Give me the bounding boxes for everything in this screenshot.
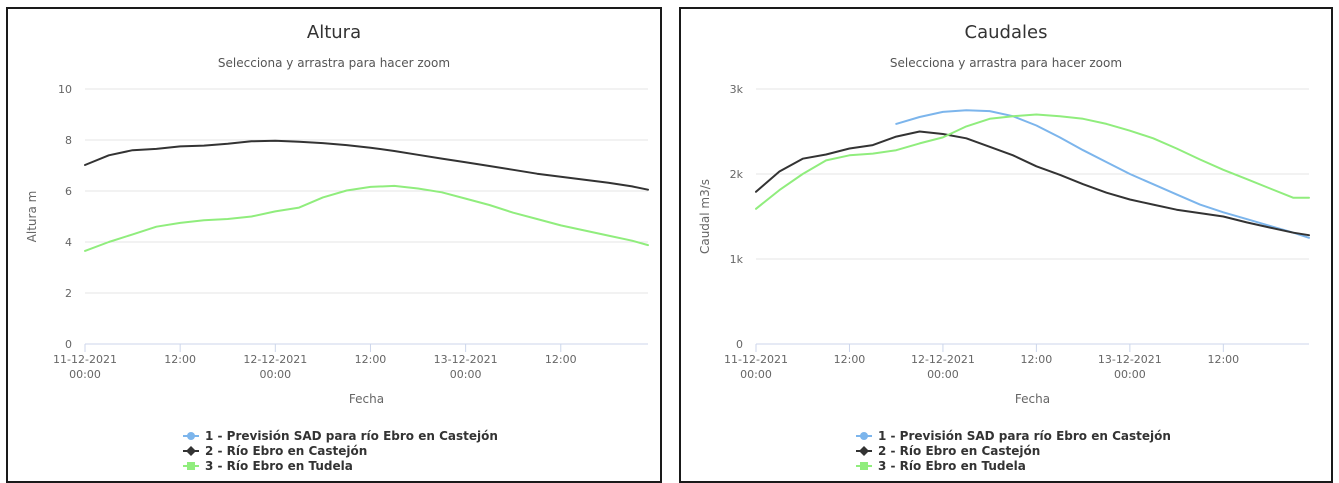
x-tick-label: 11-12-2021	[724, 353, 788, 366]
y-tick-label: 10	[58, 83, 72, 96]
altura-chart-panel: Altura Selecciona y arrastra para hacer z…	[6, 7, 662, 483]
y-axis-title: Caudal m3/s	[698, 179, 712, 254]
chart-title: Caudales	[965, 22, 1048, 43]
x-tick-label-time: 00:00	[740, 368, 772, 381]
y-tick-label: 6	[65, 185, 72, 198]
chart-subtitle: Selecciona y arrastra para hacer zoom	[890, 56, 1122, 70]
x-tick-label: 12:00	[1207, 353, 1239, 366]
caudales-chart[interactable]: Caudales Selecciona y arrastra para hacer…	[681, 9, 1331, 481]
series-line-2[interactable]	[84, 139, 649, 191]
legend-square-marker	[860, 462, 868, 470]
caudales-chart-panel: Caudales Selecciona y arrastra para hacer…	[679, 7, 1333, 483]
y-tick-label: 4	[65, 236, 72, 249]
x-tick-label: 13-12-2021	[1098, 353, 1162, 366]
x-tick-label: 12:00	[355, 353, 387, 366]
legend-circle-marker	[187, 432, 195, 440]
x-tick-label: 12-12-2021	[911, 353, 975, 366]
x-tick-label-time: 00:00	[450, 368, 482, 381]
y-tick-label: 0	[736, 338, 743, 351]
y-tick-label: 1k	[730, 253, 744, 266]
chart-title: Altura	[307, 22, 361, 43]
legend-item-2[interactable]: 2 - Río Ebro en Castejón	[183, 444, 367, 458]
chart-subtitle: Selecciona y arrastra para hacer zoom	[218, 56, 450, 70]
y-tick-label: 3k	[730, 83, 744, 96]
x-tick-label-time: 00:00	[259, 368, 291, 381]
legend-label: 3 - Río Ebro en Tudela	[205, 459, 353, 473]
legend-label: 2 - Río Ebro en Castejón	[205, 444, 367, 458]
legend-diamond-marker	[186, 446, 196, 456]
x-tick-label-time: 00:00	[69, 368, 101, 381]
series-line-3[interactable]	[84, 184, 649, 252]
series-line-1[interactable]	[895, 109, 1310, 239]
y-tick-label: 0	[65, 338, 72, 351]
x-tick-label: 12:00	[164, 353, 196, 366]
x-tick-label: 12-12-2021	[243, 353, 307, 366]
series-line-2[interactable]	[755, 130, 1310, 237]
legend-item-3[interactable]: 3 - Río Ebro en Tudela	[183, 459, 353, 473]
legend-square-marker	[187, 462, 195, 470]
x-axis-title: Fecha	[349, 392, 384, 406]
legend-diamond-marker	[859, 446, 869, 456]
legend-circle-marker	[860, 432, 868, 440]
legend-item-1[interactable]: 1 - Previsión SAD para río Ebro en Caste…	[183, 429, 498, 443]
x-tick-label: 12:00	[1021, 353, 1053, 366]
y-axis-title: Altura m	[25, 191, 39, 243]
x-tick-label: 13-12-2021	[434, 353, 498, 366]
altura-chart[interactable]: Altura Selecciona y arrastra para hacer z…	[8, 9, 660, 481]
series-line-3[interactable]	[755, 113, 1310, 210]
legend-label: 3 - Río Ebro en Tudela	[878, 459, 1026, 473]
legend-item-3[interactable]: 3 - Río Ebro en Tudela	[856, 459, 1026, 473]
x-tick-label-time: 00:00	[1114, 368, 1146, 381]
x-tick-label: 12:00	[834, 353, 866, 366]
y-tick-label: 2	[65, 287, 72, 300]
legend-label: 2 - Río Ebro en Castejón	[878, 444, 1040, 458]
y-tick-label: 2k	[730, 168, 744, 181]
x-tick-label: 12:00	[545, 353, 577, 366]
legend-label: 1 - Previsión SAD para río Ebro en Caste…	[205, 429, 498, 443]
x-tick-label-time: 00:00	[927, 368, 959, 381]
x-tick-label: 11-12-2021	[53, 353, 117, 366]
x-axis-title: Fecha	[1015, 392, 1050, 406]
legend-item-2[interactable]: 2 - Río Ebro en Castejón	[856, 444, 1040, 458]
legend-item-1[interactable]: 1 - Previsión SAD para río Ebro en Caste…	[856, 429, 1171, 443]
legend-label: 1 - Previsión SAD para río Ebro en Caste…	[878, 429, 1171, 443]
y-tick-label: 8	[65, 134, 72, 147]
